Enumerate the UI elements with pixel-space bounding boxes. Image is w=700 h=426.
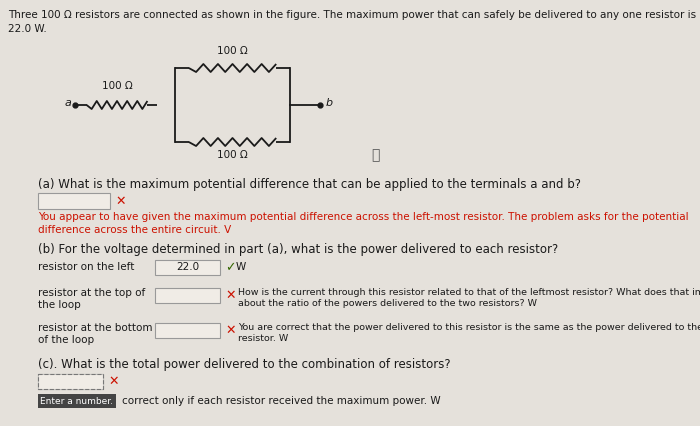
Text: Enter a number.: Enter a number. <box>41 397 113 406</box>
FancyBboxPatch shape <box>155 288 220 303</box>
Text: (b) For the voltage determined in part (a), what is the power delivered to each : (b) For the voltage determined in part (… <box>38 243 559 256</box>
FancyBboxPatch shape <box>155 323 220 338</box>
FancyBboxPatch shape <box>155 260 220 275</box>
Text: a: a <box>64 98 71 108</box>
Text: 22.0: 22.0 <box>176 262 199 273</box>
Text: ⓘ: ⓘ <box>371 148 379 162</box>
Text: How is the current through this resistor related to that of the leftmost resisto: How is the current through this resistor… <box>238 288 700 297</box>
Text: (a) What is the maximum potential difference that can be applied to the terminal: (a) What is the maximum potential differ… <box>38 178 581 191</box>
Text: resistor on the left: resistor on the left <box>38 262 134 273</box>
Text: ✕: ✕ <box>108 375 118 388</box>
Text: 100 Ω: 100 Ω <box>217 150 248 160</box>
Text: You appear to have given the maximum potential difference across the left-most r: You appear to have given the maximum pot… <box>38 212 689 222</box>
Text: b: b <box>326 98 333 108</box>
Text: ✕: ✕ <box>225 289 235 302</box>
FancyBboxPatch shape <box>38 374 103 389</box>
FancyBboxPatch shape <box>38 193 110 209</box>
Text: difference across the entire circuit. V: difference across the entire circuit. V <box>38 225 231 235</box>
Text: ✓: ✓ <box>225 261 235 274</box>
Text: 100 Ω: 100 Ω <box>102 81 132 91</box>
Text: ✕: ✕ <box>115 195 125 207</box>
Text: the loop: the loop <box>38 300 80 310</box>
Text: W: W <box>236 262 246 273</box>
Text: resistor. W: resistor. W <box>238 334 288 343</box>
Text: resistor at the bottom: resistor at the bottom <box>38 323 153 333</box>
Text: 100 Ω: 100 Ω <box>217 46 248 56</box>
Text: You are correct that the power delivered to this resistor is the same as the pow: You are correct that the power delivered… <box>238 323 700 332</box>
Text: Three 100 Ω resistors are connected as shown in the figure. The maximum power th: Three 100 Ω resistors are connected as s… <box>8 10 696 20</box>
Text: of the loop: of the loop <box>38 335 94 345</box>
FancyBboxPatch shape <box>38 374 103 389</box>
FancyBboxPatch shape <box>38 394 116 408</box>
Text: about the ratio of the powers delivered to the two resistors? W: about the ratio of the powers delivered … <box>238 299 537 308</box>
Text: 22.0 W.: 22.0 W. <box>8 24 47 34</box>
Text: ✕: ✕ <box>225 324 235 337</box>
Text: (c). What is the total power delivered to the combination of resistors?: (c). What is the total power delivered t… <box>38 358 451 371</box>
Text: correct only if each resistor received the maximum power. W: correct only if each resistor received t… <box>122 396 440 406</box>
Text: resistor at the top of: resistor at the top of <box>38 288 146 298</box>
